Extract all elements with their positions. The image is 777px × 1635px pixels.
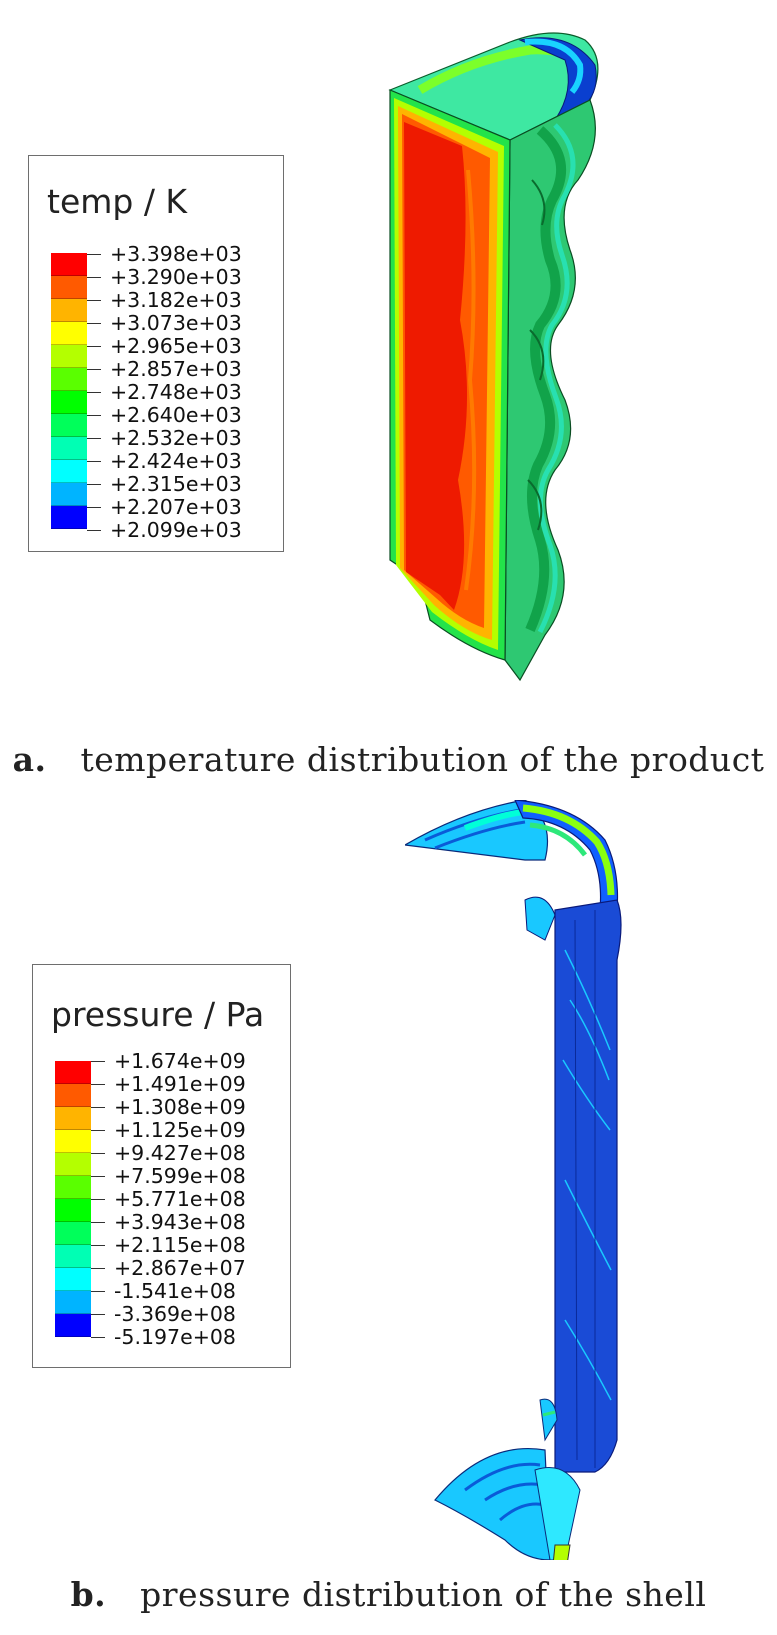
legend-labels: +3.398e+03 +3.290e+03 +3.182e+03 +3.073e+03… xyxy=(87,243,242,542)
legend-color-band xyxy=(51,322,87,345)
legend-color-band xyxy=(55,1314,91,1337)
caption-a: a. temperature distribution of the produc… xyxy=(0,740,777,779)
legend-color-band xyxy=(51,437,87,460)
legend-value: +3.943e+08 xyxy=(91,1211,246,1234)
legend-title: pressure / Pa xyxy=(51,995,265,1034)
legend-value: +3.182e+03 xyxy=(87,289,242,312)
product-temperature-model xyxy=(388,32,599,682)
legend-color-band xyxy=(51,345,87,368)
legend-value: +2.115e+08 xyxy=(91,1234,246,1257)
legend-color-band xyxy=(51,391,87,414)
legend-value: -1.541e+08 xyxy=(91,1280,246,1303)
legend-value: +7.599e+08 xyxy=(91,1165,246,1188)
legend-color-bar xyxy=(51,253,87,529)
legend-color-bar xyxy=(55,1061,91,1337)
legend-value: +3.073e+03 xyxy=(87,312,242,335)
panel-b: pressure / Pa +1.674e+09 +1.491e+09 +1.308… xyxy=(0,800,777,1635)
caption-text: temperature distribution of the product xyxy=(80,740,765,779)
legend-value: +2.867e+07 xyxy=(91,1257,246,1280)
legend-value: +3.290e+03 xyxy=(87,266,242,289)
legend-color-band xyxy=(55,1153,91,1176)
pressure-legend: pressure / Pa +1.674e+09 +1.491e+09 +1.308… xyxy=(32,964,291,1368)
legend-labels: +1.674e+09 +1.491e+09 +1.308e+09 +1.125e+09… xyxy=(91,1050,246,1349)
legend-title: temp / K xyxy=(47,182,188,221)
legend-value: +1.308e+09 xyxy=(91,1096,246,1119)
legend-value: +2.424e+03 xyxy=(87,450,242,473)
legend-color-band xyxy=(55,1222,91,1245)
legend-value: +9.427e+08 xyxy=(91,1142,246,1165)
legend-value: -5.197e+08 xyxy=(91,1326,246,1349)
shell-pressure-model xyxy=(405,800,622,1560)
caption-b: b. pressure distribution of the shell xyxy=(0,1575,777,1614)
legend-color-band xyxy=(51,368,87,391)
legend-value: +2.857e+03 xyxy=(87,358,242,381)
legend-color-band xyxy=(51,460,87,483)
legend-color-band xyxy=(55,1245,91,1268)
caption-letter: a. xyxy=(12,740,47,779)
caption-text: pressure distribution of the shell xyxy=(140,1575,707,1614)
legend-value: +2.748e+03 xyxy=(87,381,242,404)
legend-color-band xyxy=(55,1176,91,1199)
panel-a: temp / K +3.398e+03 +3.290e+03 +3.182e+03 +… xyxy=(0,0,777,800)
legend-value: +2.532e+03 xyxy=(87,427,242,450)
legend-value: +2.207e+03 xyxy=(87,496,242,519)
legend-color-band xyxy=(55,1268,91,1291)
caption-letter: b. xyxy=(70,1575,107,1614)
legend-color-band xyxy=(51,276,87,299)
legend-color-band xyxy=(55,1107,91,1130)
legend-value: +5.771e+08 xyxy=(91,1188,246,1211)
legend-color-band xyxy=(51,414,87,437)
legend-color-band xyxy=(51,299,87,322)
legend-color-band xyxy=(55,1084,91,1107)
legend-color-band xyxy=(55,1130,91,1153)
legend-color-band xyxy=(55,1061,91,1084)
legend-value: +2.099e+03 xyxy=(87,519,242,542)
legend-color-band xyxy=(55,1291,91,1314)
legend-value: +1.125e+09 xyxy=(91,1119,246,1142)
legend-value: -3.369e+08 xyxy=(91,1303,246,1326)
legend-color-band xyxy=(51,253,87,276)
legend-color-band xyxy=(51,483,87,506)
legend-value: +3.398e+03 xyxy=(87,243,242,266)
legend-color-band xyxy=(51,506,87,529)
legend-value: +2.965e+03 xyxy=(87,335,242,358)
legend-value: +2.315e+03 xyxy=(87,473,242,496)
legend-value: +1.674e+09 xyxy=(91,1050,246,1073)
temperature-legend: temp / K +3.398e+03 +3.290e+03 +3.182e+03 +… xyxy=(28,155,284,552)
legend-color-band xyxy=(55,1199,91,1222)
legend-value: +1.491e+09 xyxy=(91,1073,246,1096)
legend-value: +2.640e+03 xyxy=(87,404,242,427)
